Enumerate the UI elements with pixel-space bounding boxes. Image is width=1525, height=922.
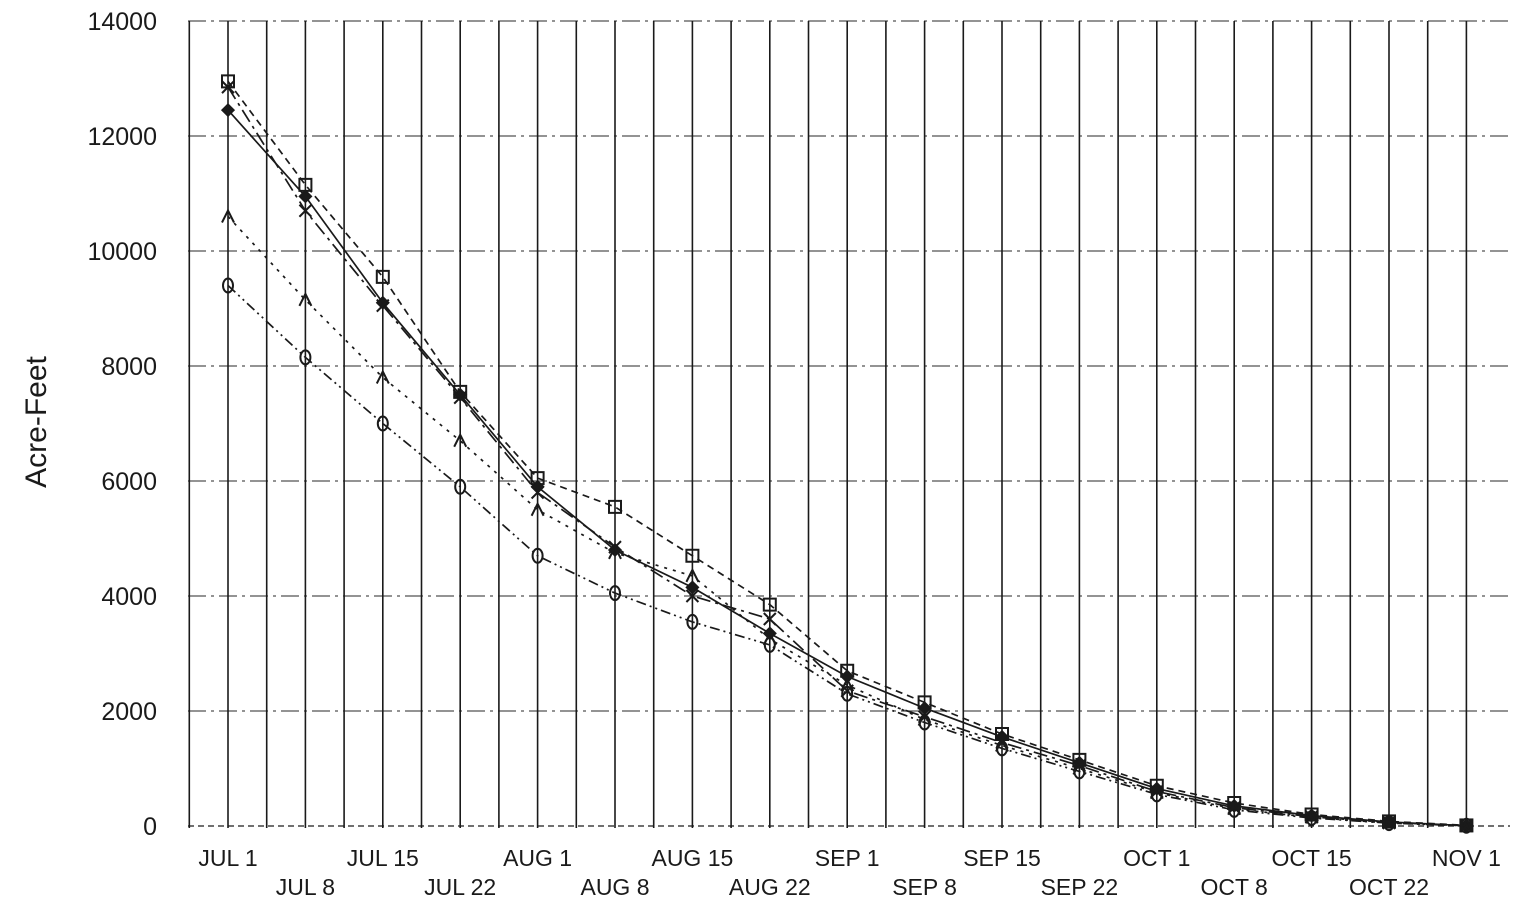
data-point-circle [376,415,389,432]
data-point-square [685,548,700,563]
x-tick-label: SEP 15 [963,845,1041,871]
y-tick-label: 4000 [101,583,157,611]
data-point-square [762,597,777,612]
x-tick-label: SEP 8 [892,874,957,900]
x-tick-label: SEP 22 [1041,874,1119,900]
data-point-circle [918,714,931,731]
y-tick-label: 0 [143,813,157,841]
data-point-circle [1228,801,1241,818]
x-tick-label: NOV 1 [1432,845,1501,871]
data-point-x [376,298,390,313]
series-layer [220,74,1474,834]
y-axis-label: Acre-Feet [20,355,53,487]
y-tick-label: 2000 [101,698,157,726]
x-tick-label: JUL 1 [198,845,257,871]
data-point-triangle [221,208,235,223]
data-point-x [453,390,467,405]
data-point-square [375,269,390,284]
series-line [227,215,1467,827]
data-point-circle [299,349,312,366]
data-point-circle [1383,815,1395,832]
x-tick-label: OCT 15 [1272,845,1352,871]
data-point-circle [454,478,467,495]
data-point-circle [763,636,776,653]
x-tick-label: JUL 22 [424,874,496,900]
data-point-circle [222,277,234,294]
data-point-circle [1305,809,1318,826]
axis-layer: 0 2000 4000 6000 8000 10000 12000 14000 JUL 1 JUL… [87,8,1510,900]
data-point-triangle [685,567,700,583]
data-point-triangle [453,432,468,448]
x-tick-label: OCT 22 [1349,874,1429,900]
data-point-triangle [530,501,545,517]
x-tick-label: JUL 15 [347,845,419,871]
y-tick-label: 14000 [87,8,157,36]
y-tick-label: 12000 [87,123,157,151]
x-tick-label: OCT 8 [1201,874,1268,900]
x-tick-label: AUG 22 [729,874,811,900]
x-tick-label: AUG 15 [651,845,733,871]
data-point-x [530,485,545,500]
data-point-triangle [375,369,390,384]
data-point-circle [841,685,854,702]
grid-layer [188,20,1510,828]
x-tick-label: JUL 8 [276,874,335,900]
data-point-circle [531,547,544,564]
data-point-x [298,204,313,218]
series-line [227,284,1467,827]
x-tick-label: OCT 1 [1123,845,1190,871]
data-point-circle [1460,817,1473,834]
data-point-x [221,80,235,94]
data-point-circle [1073,763,1086,780]
x-tick-label: AUG 1 [503,845,572,871]
y-tick-label: 6000 [101,468,157,496]
x-tick-label: SEP 1 [815,845,880,871]
data-point-diamond [685,580,700,595]
data-point-triangle [608,544,622,560]
data-point-circle [686,613,699,630]
data-point-circle [996,740,1008,757]
series-line [227,80,1467,827]
data-point-circle [609,585,621,602]
data-point-square [608,499,622,514]
data-point-diamond [220,103,236,118]
x-tick-label: AUG 8 [580,874,649,900]
data-point-diamond [298,189,313,204]
y-tick-label: 8000 [101,353,157,381]
data-point-diamond [840,669,855,684]
data-point-circle [1150,786,1163,803]
data-point-x [685,589,700,603]
y-tick-label: 10000 [87,238,157,266]
data-point-triangle [840,676,855,692]
data-point-triangle [298,291,313,307]
data-point-x [763,612,777,626]
